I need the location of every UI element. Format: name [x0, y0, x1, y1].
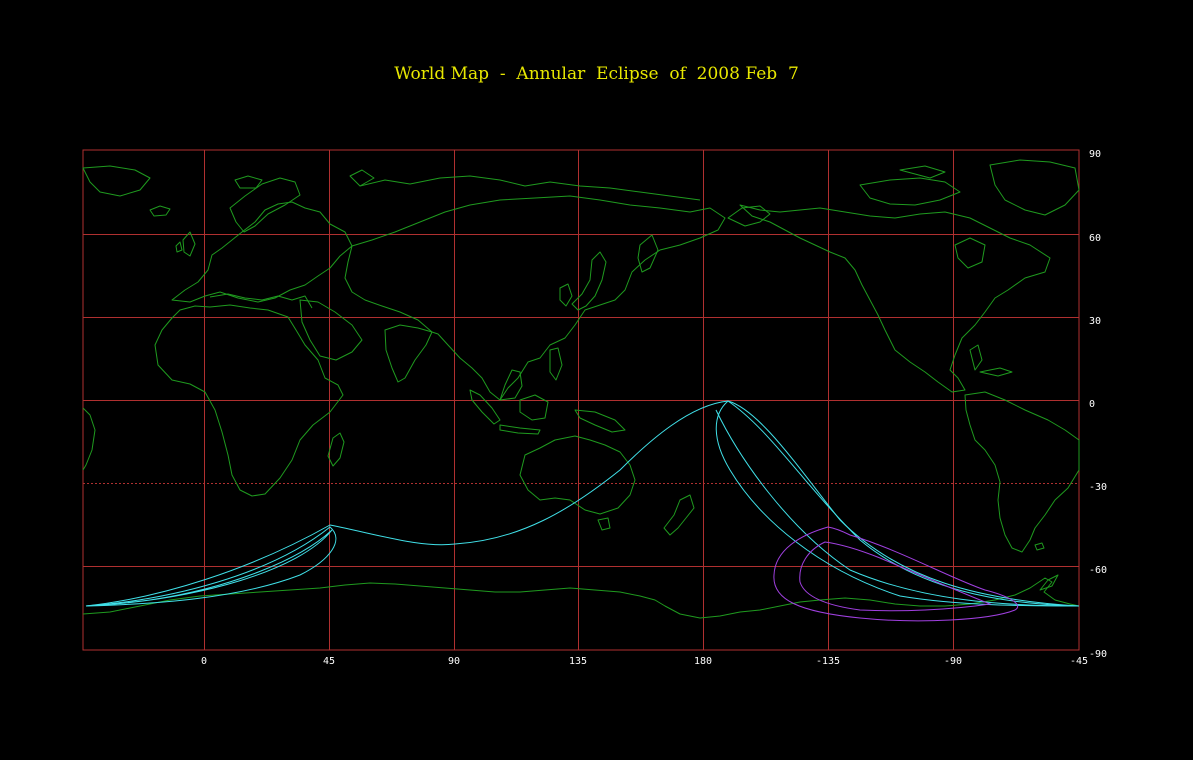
- eclipse-paths: [85, 400, 1080, 622]
- coastline-africa: [154, 304, 344, 497]
- x-tick-180: 180: [694, 656, 712, 667]
- x-axis-tick-labels: 0 45 90 135 180 -135 -90 -45: [201, 656, 1088, 667]
- coastline-svalbard: [234, 175, 263, 189]
- y-tick-minus60: -60: [1089, 565, 1107, 576]
- coastline-antarctic-peninsula: [1039, 574, 1059, 591]
- eclipse-central-line: [85, 526, 337, 607]
- coastline-japan: [571, 251, 607, 311]
- coastline-asia: [344, 195, 726, 401]
- coastline-cuba: [979, 367, 1013, 377]
- coastline-australia: [519, 435, 636, 515]
- map-title: World Map - Annular Eclipse of 2008 Feb …: [394, 64, 799, 84]
- x-tick-90: 90: [448, 656, 460, 667]
- eclipse-pacific-curve-outer: [727, 400, 1080, 607]
- coastline-hudson-bay: [954, 237, 986, 269]
- coastline-korea: [559, 283, 573, 307]
- coastline-mediterranean: [209, 293, 313, 309]
- eclipse-pacific-curve-mid: [715, 409, 1080, 607]
- eclipse-pacific-curve-inner: [715, 400, 1080, 607]
- coastline-india: [384, 324, 433, 383]
- y-tick-0: 0: [1089, 399, 1095, 410]
- x-tick-45: 45: [323, 656, 335, 667]
- coastline-novaya-zemlya: [349, 169, 375, 187]
- eclipse-penumbral-limit-inner: [799, 541, 992, 612]
- y-tick-minus30: -30: [1089, 482, 1107, 493]
- x-tick-135: 135: [569, 656, 587, 667]
- coastline-new-zealand: [663, 494, 695, 536]
- latitude-grid: [83, 234, 1079, 567]
- y-tick-60: 60: [1089, 233, 1101, 244]
- eclipse-penumbral-limit-outer: [773, 526, 1018, 622]
- x-tick-minus45: -45: [1070, 656, 1088, 667]
- coastline-scandinavia: [229, 177, 301, 233]
- coastline-canadian-arctic: [859, 165, 961, 206]
- coastline-philippines: [549, 347, 563, 381]
- coastline-new-guinea: [574, 409, 626, 433]
- x-tick-0: 0: [201, 656, 207, 667]
- coastlines: [82, 159, 1080, 619]
- coastline-tasmania: [597, 517, 611, 531]
- y-axis-tick-labels: 90 60 30 0 -30 -60 -90: [1089, 149, 1107, 660]
- coastline-europe: [171, 201, 353, 303]
- coastline-kamchatka: [637, 234, 659, 273]
- coastline-florida: [969, 344, 983, 371]
- coastline-madagascar: [327, 432, 345, 467]
- coastline-south-america: [964, 391, 1080, 553]
- coastline-antarctica: [82, 577, 1080, 619]
- eclipse-northern-limit: [85, 400, 1080, 607]
- coastline-sumatra: [469, 389, 501, 425]
- x-tick-minus90: -90: [944, 656, 962, 667]
- coastline-java: [499, 424, 541, 435]
- y-tick-30: 30: [1089, 316, 1101, 327]
- coastline-indochina: [499, 369, 523, 401]
- coastline-british-isles: [175, 231, 196, 257]
- coastline-arctic-russia: [359, 175, 701, 201]
- y-tick-90: 90: [1089, 149, 1101, 160]
- coastline-north-america: [739, 204, 1051, 393]
- eclipse-southern-limit: [85, 529, 333, 607]
- coastline-south-america-west: [82, 407, 96, 471]
- coastline-borneo: [519, 394, 549, 421]
- y-tick-minus90: -90: [1089, 649, 1107, 660]
- coastline-falklands: [1034, 542, 1045, 551]
- coastline-arabia: [299, 299, 363, 361]
- x-tick-minus135: -135: [816, 656, 840, 667]
- coastline-greenland: [989, 159, 1080, 216]
- coastline-alaska: [727, 205, 771, 227]
- coastline-greenland-west: [82, 165, 151, 197]
- coastline-iceland: [149, 205, 171, 217]
